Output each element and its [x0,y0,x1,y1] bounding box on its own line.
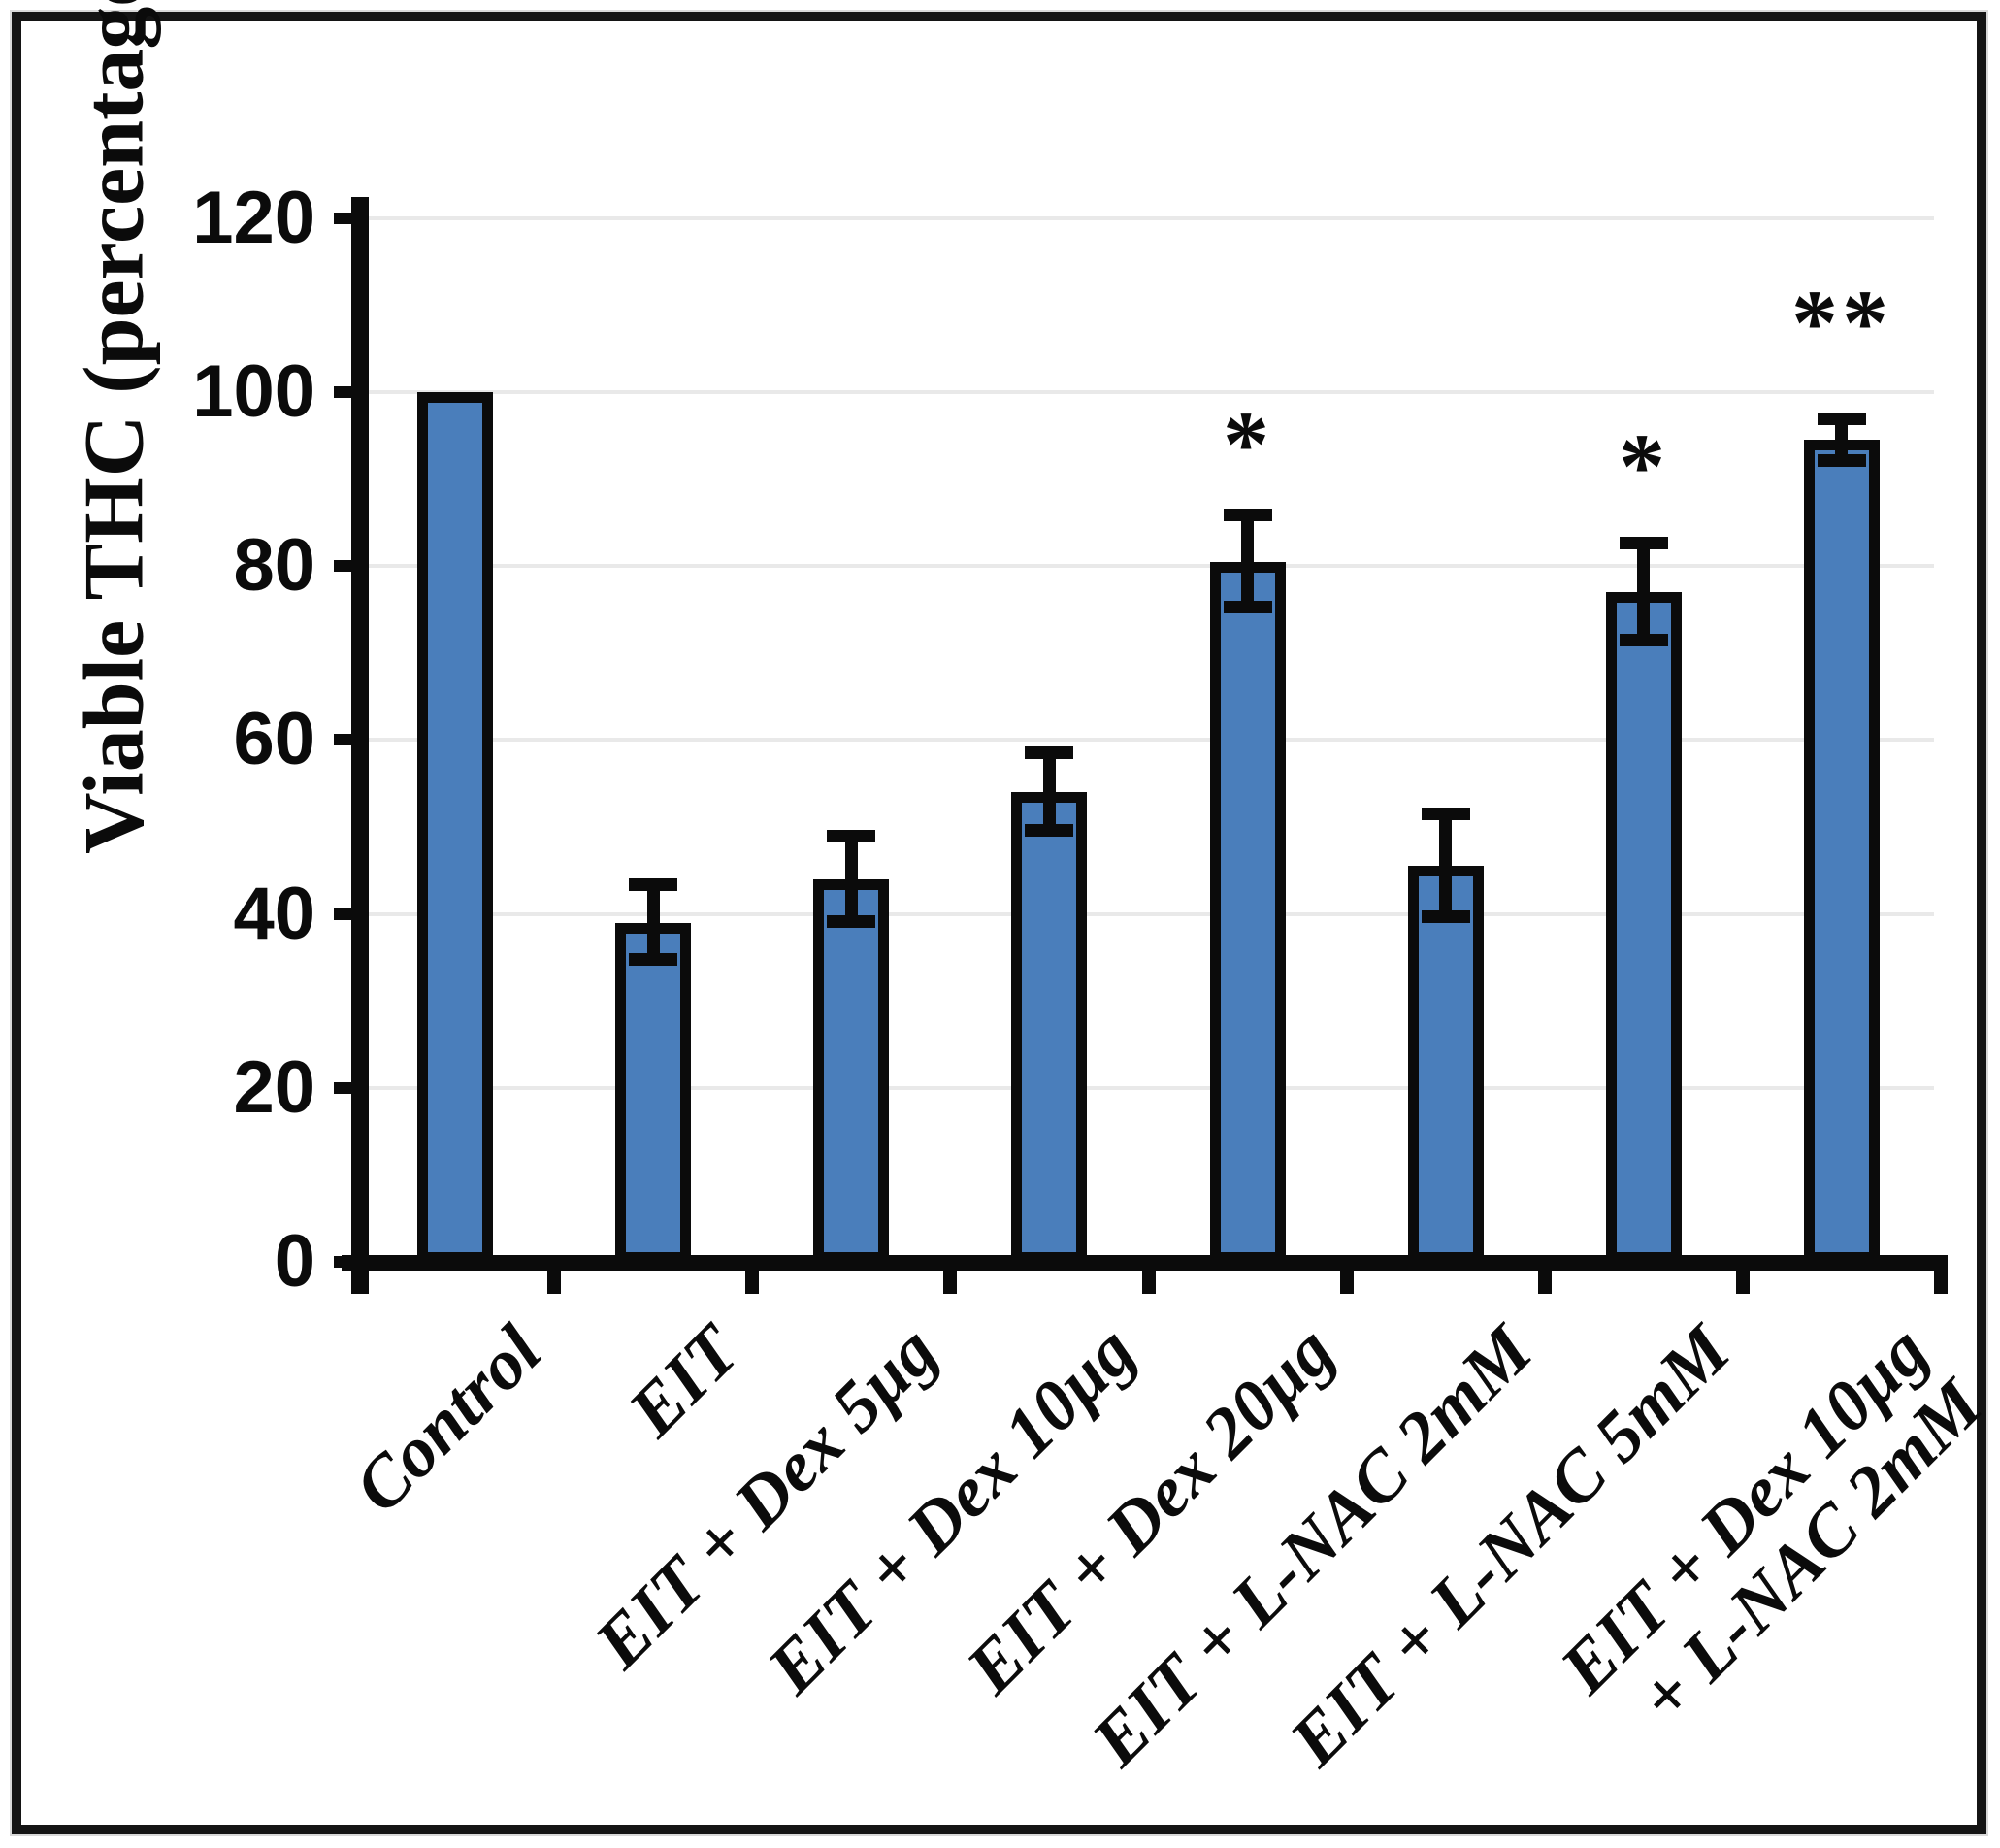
y-tick-label: 0 [274,1220,315,1303]
bar [1804,440,1880,1263]
error-bar [1835,419,1848,461]
x-tick [1142,1255,1156,1294]
error-bar-cap [1025,746,1073,759]
y-gridline [356,912,1934,916]
error-bar-cap [1620,634,1668,646]
bar [417,392,493,1263]
significance-marker: * [1619,414,1669,518]
error-bar-cap [827,830,875,842]
x-tick [1340,1255,1354,1294]
y-tick [334,213,351,224]
bar [615,923,691,1263]
y-tick-label: 80 [233,524,315,607]
error-bar [1241,515,1254,608]
bar [1408,866,1484,1263]
error-bar-cap [1025,824,1073,837]
error-bar [1637,544,1650,641]
error-bar-cap [1818,412,1866,425]
bar [813,879,889,1263]
y-gridline [356,216,1934,220]
y-axis-line [351,197,369,1294]
bar [1210,562,1286,1263]
y-tick-label: 120 [192,177,315,259]
error-bar-cap [1224,601,1272,613]
significance-marker: ** [1791,271,1892,375]
x-tick [1736,1255,1750,1294]
y-gridline [356,390,1934,394]
y-tick [334,1082,351,1094]
error-bar [845,837,858,922]
error-bar [647,885,660,960]
y-tick-label: 60 [233,698,315,780]
error-bar [1439,814,1452,917]
significance-marker: * [1223,392,1273,496]
y-tick-label: 100 [192,350,315,433]
error-bar-cap [1422,808,1470,820]
y-gridline [356,738,1934,742]
y-tick [334,734,351,745]
error-bar-cap [629,953,677,966]
bar [1011,792,1087,1263]
y-tick-label: 40 [233,873,315,955]
y-tick [334,908,351,920]
error-bar-cap [1620,537,1668,549]
error-bar-cap [1224,509,1272,521]
y-tick [334,1256,351,1268]
y-tick [334,386,351,398]
y-tick-label: 20 [233,1046,315,1129]
error-bar-cap [629,878,677,891]
x-tick [1934,1255,1948,1294]
x-tick [943,1255,957,1294]
y-tick [334,560,351,572]
bar [1606,592,1682,1263]
x-tick [547,1255,561,1294]
error-bar-cap [1422,910,1470,923]
error-bar [1043,753,1056,831]
x-tick [1538,1255,1552,1294]
y-gridline [356,1086,1934,1090]
error-bar-cap [827,915,875,928]
x-tick [745,1255,759,1294]
y-gridline [356,564,1934,568]
error-bar-cap [1818,454,1866,467]
